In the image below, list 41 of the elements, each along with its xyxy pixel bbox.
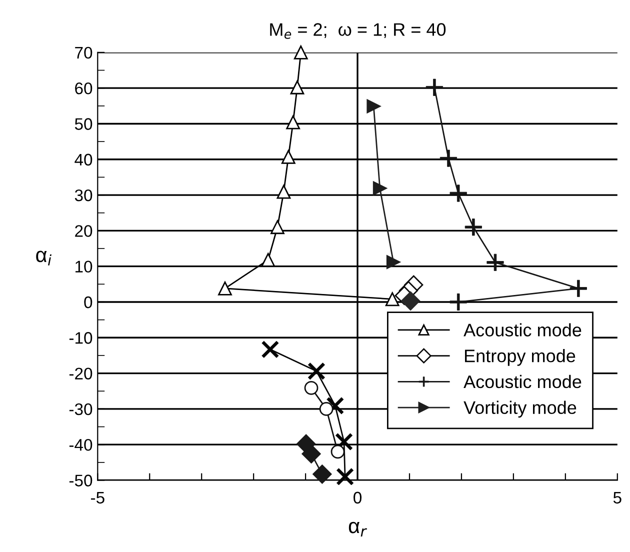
chart-title: M$_{e}$ = 2; ω = 1; R = 40 (270, 23, 446, 39)
y-tick-label: 50 (74, 118, 92, 130)
x-tick-label: 0 (354, 492, 362, 504)
y-axis-title: α$_{i}$ (36, 250, 52, 266)
y-tick-label: -20 (69, 368, 92, 380)
y-tick-label: 60 (75, 82, 92, 94)
y-tick-label: 70 (75, 46, 92, 59)
legend-label: Vorticity mode (464, 400, 576, 418)
y-tick-label: -50 (69, 474, 92, 486)
legend-label: Acoustic mode (464, 374, 582, 388)
point (294, 45, 308, 60)
point (319, 402, 334, 416)
x-axis-title: α$_{r}$ (348, 522, 368, 536)
point (385, 292, 400, 306)
y-tick-label: 30 (74, 189, 92, 202)
point (302, 444, 321, 464)
point (366, 99, 381, 114)
x-tick-label: -5 (90, 492, 104, 504)
point (372, 181, 387, 196)
y-tick-label: 20 (75, 225, 92, 237)
point (312, 464, 332, 484)
y-tick-label: -40 (69, 438, 92, 451)
point (281, 150, 296, 164)
y-tick-label: 0 (84, 296, 92, 308)
point (276, 184, 291, 199)
point (286, 115, 300, 130)
x-tick-label: 5 (613, 492, 622, 504)
point (218, 282, 232, 296)
y-tick-label: 40 (74, 154, 92, 166)
point (330, 444, 345, 459)
legend-label: Acoustic mode (464, 323, 582, 336)
point (290, 80, 304, 94)
y-tick-label: 10 (76, 260, 92, 273)
point (261, 252, 276, 267)
legend-label: Entropy mode (465, 349, 576, 366)
point (401, 291, 420, 310)
y-tick-label: -30 (69, 403, 92, 416)
point (270, 220, 284, 234)
point (304, 380, 318, 395)
y-tick-label: -10 (69, 332, 92, 344)
point (386, 255, 400, 270)
